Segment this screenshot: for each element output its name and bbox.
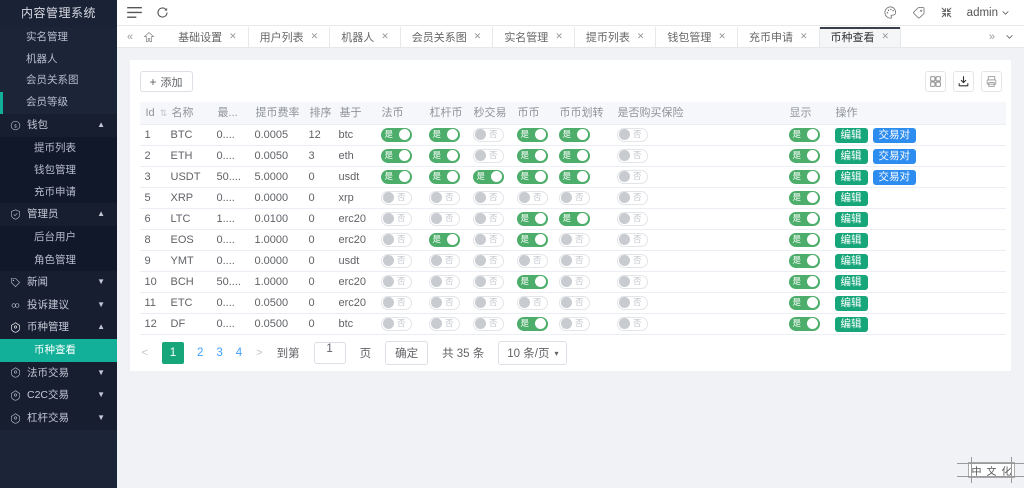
svg-text:$: $ xyxy=(14,123,17,129)
